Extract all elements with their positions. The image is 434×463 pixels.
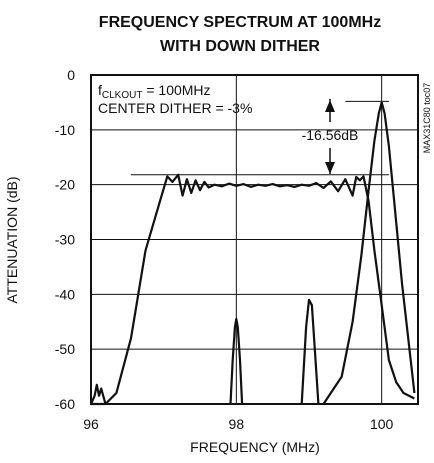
x-tick-label: 100 [370, 416, 394, 432]
series-line-1 [91, 173, 415, 406]
series-line-2 [322, 101, 416, 405]
clkout-annotation: fCLKOUT = 100MHz [98, 82, 211, 101]
y-tick-label: 0 [67, 67, 75, 83]
chart-title-line-2: WITH DOWN DITHER [160, 38, 320, 55]
series-line-3 [229, 317, 244, 405]
series-line-5 [89, 383, 107, 405]
clkout-value: = 100MHz [142, 82, 210, 98]
delta-marker: -16.56dB [302, 99, 359, 174]
grid [91, 75, 418, 404]
plot-lines [89, 100, 416, 406]
x-tick-label: 96 [83, 416, 99, 432]
y-tick-label: -10 [55, 122, 75, 138]
y-tick-label: -30 [55, 232, 75, 248]
delta-arrow-up-head [325, 100, 335, 112]
y-tick-label: -40 [55, 286, 75, 302]
x-axis-label: FREQUENCY (MHz) [190, 439, 320, 455]
plot-frame [90, 74, 419, 405]
delta-label: -16.56dB [302, 127, 359, 143]
y-tick-label: -60 [55, 396, 75, 412]
y-axis-label: ATTENUATION (dB) [4, 176, 20, 303]
delta-arrow-down-head [325, 162, 335, 174]
chart-title-line-1: FREQUENCY SPECTRUM AT 100MHz [99, 14, 381, 31]
dither-annotation: CENTER DITHER = -3% [98, 100, 252, 116]
y-tick-labels: 0 -10 -20 -30 -40 -50 -60 [55, 67, 75, 412]
x-tick-label: 98 [229, 416, 245, 432]
x-tick-labels: 96 98 100 [83, 416, 393, 432]
series-line-4 [300, 298, 320, 405]
figure-code: MAX31C80 toc07 [422, 83, 432, 154]
clkout-subscript: CLKOUT [102, 90, 143, 101]
y-tick-label: -50 [55, 341, 75, 357]
y-tick-label: -20 [55, 177, 75, 193]
clkout-prefix: f [98, 82, 102, 98]
